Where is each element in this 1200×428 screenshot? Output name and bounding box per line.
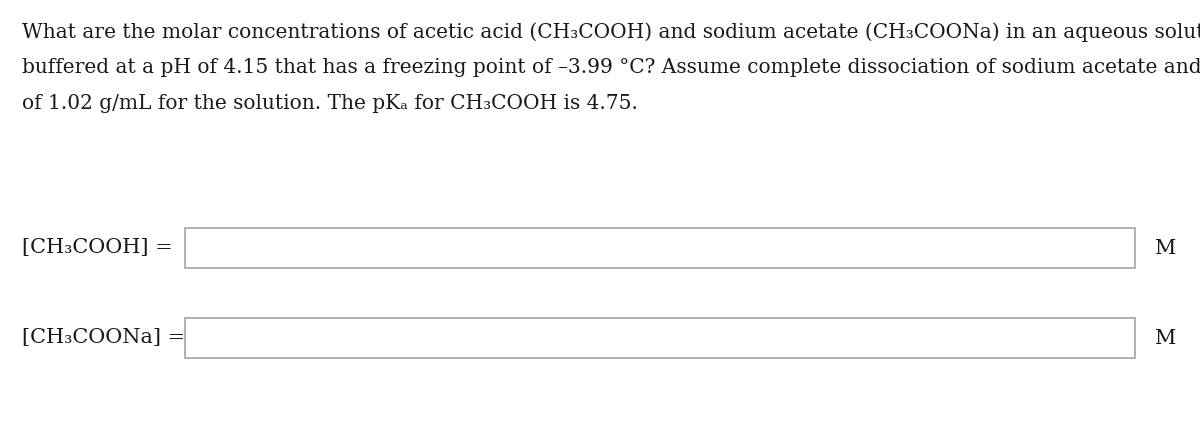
Text: of 1.02 g/mL for the solution. The pKₐ for CH₃COOH is 4.75.: of 1.02 g/mL for the solution. The pKₐ f… [22,94,638,113]
Text: M: M [1154,238,1176,258]
Text: [CH₃COONa] =: [CH₃COONa] = [22,329,185,348]
Text: buffered at a pH of 4.15 that has a freezing point of –3.99 °C? Assume complete : buffered at a pH of 4.15 that has a free… [22,58,1200,77]
Text: M: M [1154,329,1176,348]
Text: What are the molar concentrations of acetic acid (CH₃COOH) and sodium acetate (C: What are the molar concentrations of ace… [22,22,1200,42]
Text: [CH₃COOH] =: [CH₃COOH] = [22,238,173,258]
Bar [185,318,1135,358]
Bar [185,228,1135,268]
